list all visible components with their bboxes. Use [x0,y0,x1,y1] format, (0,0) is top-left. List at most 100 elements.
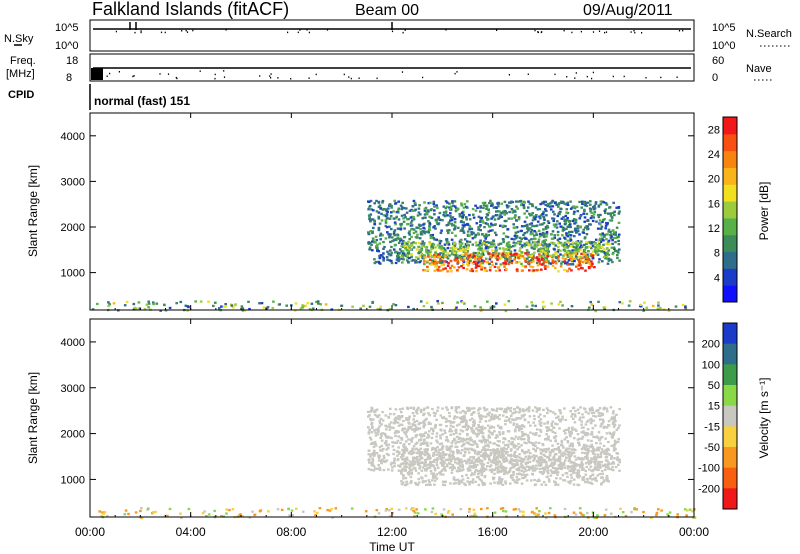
power-cell [490,260,494,263]
velocity-cell [521,408,525,411]
velocity-cell [445,425,448,428]
power-cell [456,259,460,262]
velocity-cell [539,428,542,432]
velocity-cell [504,456,508,459]
power-colorbar-segment [723,184,737,202]
power-cell [525,223,529,226]
power-cell [408,209,412,212]
velocity-cell [441,445,445,448]
velocity-cell [384,509,388,512]
power-cell [566,232,570,235]
velocity-cell [403,483,407,486]
power-cell [418,255,422,258]
velocity-cell [418,462,422,465]
velocity-cell [500,427,503,430]
velocity-cell [560,467,563,471]
velocity-cell [607,440,610,444]
velocity-cell [559,451,562,454]
nave-dot [159,73,161,75]
velocity-cell [518,436,521,439]
velocity-cell [429,483,432,486]
time-tick-label: 20:00 [578,525,608,539]
power-cell [427,250,431,254]
velocity-cell [564,418,567,422]
power-cell [530,238,533,241]
power-cell [390,204,393,208]
power-cell [509,201,512,204]
velocity-cell [466,409,470,412]
power-cell [568,223,572,226]
velocity-cell [586,428,590,431]
velocity-cell [492,417,496,421]
velocity-cell [515,410,518,414]
power-cell [536,264,540,267]
power-cell [593,210,597,214]
velocity-cell [575,474,579,478]
velocity-cell [587,412,590,415]
velocity-cell [611,461,615,464]
velocity-cell [599,442,602,445]
power-cell [427,220,430,223]
velocity-cell [576,483,579,486]
velocity-cell [488,436,492,439]
velocity-cell [582,443,586,447]
velocity-cell [558,449,562,452]
power-cell [432,226,435,229]
velocity-cell [526,407,529,410]
power-cell [577,256,581,259]
velocity-cell [496,447,499,451]
velocity-cell [545,433,548,436]
velocity-cell [542,408,545,412]
power-cell [524,243,527,246]
velocity-cell [241,515,244,518]
velocity-cell [522,470,526,473]
power-cell [419,228,422,231]
velocity-cell [418,421,422,425]
power-cell [439,261,442,264]
power-cell [541,300,545,304]
velocity-cell [522,410,525,413]
velocity-cell [453,439,457,442]
power-cell [427,255,430,258]
power-cell [378,256,382,260]
velocity-cell [493,468,497,471]
power-cell [428,221,431,224]
power-cell [563,202,566,205]
velocity-cell [599,436,602,439]
power-cell [387,232,390,236]
power-cell [490,242,493,246]
velocity-cell [445,436,448,439]
power-cell [384,221,388,224]
velocity-cell [416,462,420,465]
velocity-cell [527,440,531,444]
power-cell [450,218,454,222]
power-cell [515,252,518,255]
velocity-cell [460,481,464,484]
power-cell [445,242,449,245]
power-cell [585,257,588,261]
velocity-cell [601,413,604,417]
power-cell [368,217,371,221]
velocity-cell [376,467,379,470]
velocity-cell [415,410,418,414]
velocity-cell [427,421,431,424]
velocity-cell [537,478,541,481]
velocity-cell [422,424,425,427]
velocity-cell [461,440,465,443]
power-cell [478,255,481,258]
velocity-cell [610,444,613,447]
velocity-cell [457,481,461,484]
velocity-cell [561,454,565,458]
velocity-cell [543,422,546,425]
power-cell [469,269,472,272]
velocity-cell [556,473,559,476]
power-cell [477,228,480,231]
power-cell [561,244,564,247]
power-cell [527,260,531,263]
power-cell [468,228,471,231]
velocity-cell [495,409,498,413]
velocity-cell [529,424,532,427]
velocity-cell [596,456,600,459]
power-cell [545,209,548,213]
power-cell [573,207,577,210]
